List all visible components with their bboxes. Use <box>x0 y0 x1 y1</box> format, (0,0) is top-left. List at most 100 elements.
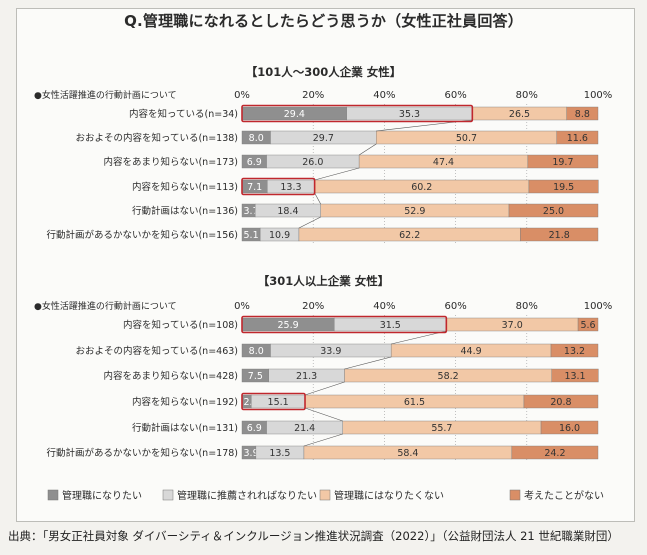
data-label: 50.7 <box>456 133 477 144</box>
legend-label: 管理職に推薦されればなりたい <box>177 489 317 502</box>
data-label: 24.2 <box>544 448 565 459</box>
data-label: 31.5 <box>380 320 401 331</box>
data-label: 13.5 <box>269 448 290 459</box>
category-label: 内容をあまり知らない(n=428) <box>103 370 238 382</box>
category-label: 内容を知らない(n=192) <box>132 396 238 408</box>
bar-segment <box>528 179 599 194</box>
x-tick-label: 80% <box>516 90 538 101</box>
data-label: 47.4 <box>433 157 454 168</box>
data-label: 6.9 <box>247 423 262 434</box>
highlight-frame <box>241 177 316 196</box>
category-label: 行動計画があるかないかを知らない(n=156) <box>46 229 238 241</box>
category-label: 行動計画はない(n=131) <box>132 422 238 434</box>
data-label: 37.0 <box>502 320 523 331</box>
data-label: 29.7 <box>313 133 334 144</box>
data-label: 16.0 <box>559 423 580 434</box>
data-label: 15.1 <box>268 397 289 408</box>
data-label: 8.8 <box>575 109 590 120</box>
x-tick-label: 80% <box>516 301 538 312</box>
legend-swatch <box>162 489 174 501</box>
category-label: 行動計画があるかないかを知らない(n=178) <box>46 447 238 459</box>
highlight-frame <box>241 315 448 334</box>
data-label: 25.9 <box>278 320 299 331</box>
chart-title: Q.管理職になれるとしたらどう思うか（女性正社員回答） <box>124 12 523 30</box>
data-label: 52.9 <box>404 206 425 217</box>
category-label: 内容を知らない(n=113) <box>132 181 238 193</box>
data-label: 26.5 <box>509 109 530 120</box>
data-label: 61.5 <box>404 397 425 408</box>
data-label: 3.7 <box>244 206 259 217</box>
data-label: 18.4 <box>277 206 298 217</box>
data-label: 5.1 <box>244 230 259 241</box>
legend-swatch <box>47 489 59 501</box>
panel-title: 【301人以上企業 女性】 <box>258 274 390 288</box>
data-label: 58.2 <box>438 371 459 382</box>
data-label: 62.2 <box>399 230 420 241</box>
bar-segment <box>540 420 599 435</box>
data-label: 7.1 <box>247 182 262 193</box>
connector-line <box>314 167 360 181</box>
bar-segment <box>556 130 599 145</box>
row-header: ●女性活躍推進の行動計画について <box>34 89 177 101</box>
legend-swatch <box>319 489 331 501</box>
data-label: 60.2 <box>411 182 432 193</box>
x-tick-label: 100% <box>584 90 613 101</box>
bar-segment <box>511 445 599 460</box>
data-label: 19.7 <box>552 157 573 168</box>
bar-segment <box>550 343 599 358</box>
legend-label: 管理職にはなりたくない <box>334 489 444 502</box>
category-label: おおよその内容を知っている(n=463) <box>75 345 238 357</box>
data-label: 2.6 <box>244 397 259 408</box>
x-tick-label: 0% <box>234 301 250 312</box>
data-label: 29.4 <box>284 109 305 120</box>
data-label: 13.1 <box>564 371 585 382</box>
data-label: 8.0 <box>249 346 264 357</box>
category-label: 内容をあまり知らない(n=173) <box>103 156 238 168</box>
data-label: 35.3 <box>399 109 420 120</box>
data-label: 10.9 <box>269 230 290 241</box>
category-label: 内容を知っている(n=108) <box>123 319 238 331</box>
x-tick-label: 40% <box>373 90 395 101</box>
data-label: 8.0 <box>249 133 264 144</box>
data-label: 5.6 <box>580 320 595 331</box>
data-label: 11.6 <box>567 133 588 144</box>
data-label: 21.3 <box>296 371 317 382</box>
data-label: 13.3 <box>280 182 301 193</box>
data-label: 58.4 <box>397 448 418 459</box>
category-label: おおよその内容を知っている(n=138) <box>75 132 238 144</box>
bar-segment <box>527 154 599 169</box>
category-label: 内容を知っている(n=34) <box>129 108 238 120</box>
connector-line <box>344 356 392 370</box>
connector-line <box>303 433 343 447</box>
chart-frame <box>16 8 635 522</box>
data-label: 20.8 <box>550 397 571 408</box>
bar-segment <box>551 368 599 383</box>
x-tick-label: 60% <box>444 301 466 312</box>
category-label: 行動計画はない(n=136) <box>132 205 238 217</box>
data-label: 26.0 <box>302 157 323 168</box>
connector-line <box>358 143 377 156</box>
data-label: 44.9 <box>461 346 482 357</box>
x-tick-label: 20% <box>302 90 324 101</box>
data-label: 33.9 <box>320 346 341 357</box>
row-header: ●女性活躍推進の行動計画について <box>34 300 177 312</box>
legend-swatch <box>509 489 521 501</box>
data-label: 21.8 <box>549 230 570 241</box>
connector-line <box>298 216 321 229</box>
bar-segment <box>577 317 599 332</box>
bar-segment <box>508 203 599 218</box>
data-label: 21.4 <box>294 423 315 434</box>
highlight-frame <box>241 104 474 123</box>
legend-label: 考えたことがない <box>524 489 604 502</box>
x-tick-label: 60% <box>444 90 466 101</box>
connector-line <box>304 381 345 396</box>
bar-segment <box>523 394 599 409</box>
x-tick-label: 40% <box>373 301 395 312</box>
x-tick-label: 20% <box>302 301 324 312</box>
connector-line <box>314 192 321 205</box>
data-label: 13.2 <box>564 346 585 357</box>
legend-label: 管理職になりたい <box>62 489 142 502</box>
data-label: 7.5 <box>248 371 263 382</box>
x-tick-label: 0% <box>234 90 250 101</box>
data-label: 25.0 <box>543 206 564 217</box>
